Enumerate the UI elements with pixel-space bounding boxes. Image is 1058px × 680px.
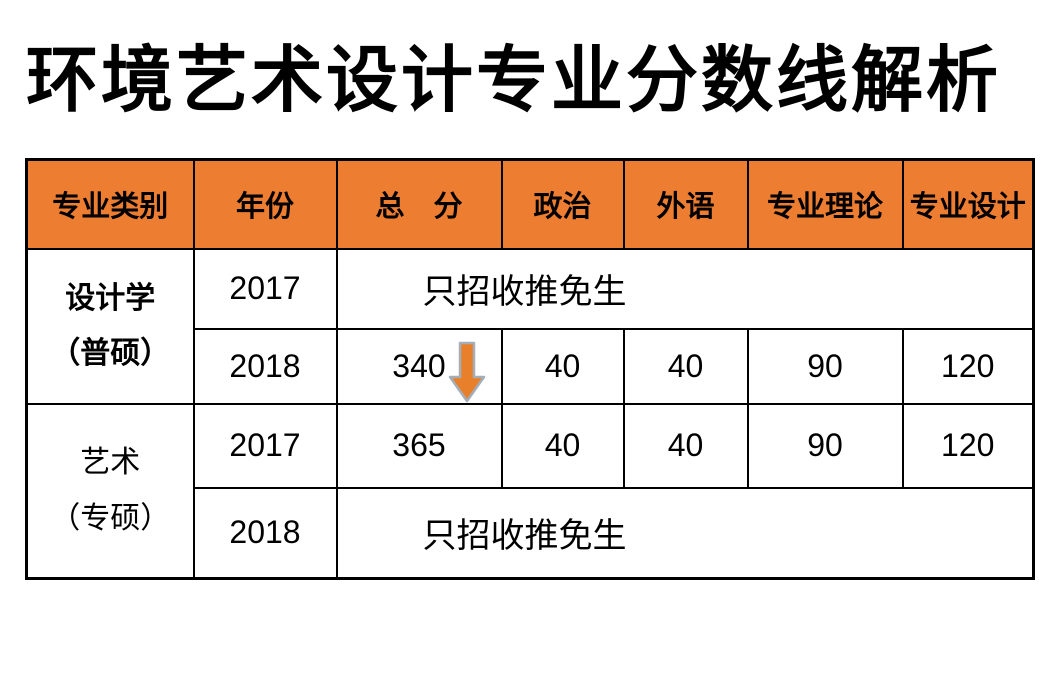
category-label: 设计学 <box>65 281 156 315</box>
page-title: 环境艺术设计专业分数线解析 <box>26 37 1002 122</box>
header-major-theory: 专业理论 <box>746 158 904 250</box>
major-theory-cell: 90 <box>746 402 904 489</box>
total-score-cell: 365 <box>335 402 503 489</box>
major-theory-cell: 90 <box>746 327 904 405</box>
category-label: 艺术 <box>80 446 141 480</box>
note-cell: 只招收推免生 <box>335 486 1035 580</box>
table-row-art-2017: 艺术 （专硕） 2017 365 40 40 90 120 <box>25 402 1035 580</box>
major-design-cell: 120 <box>901 327 1035 405</box>
total-score-value: 340 <box>392 347 446 384</box>
header-politics: 政治 <box>500 158 625 250</box>
header-foreign-language: 外语 <box>622 158 749 250</box>
year-cell: 2017 <box>192 402 338 489</box>
header-row: 专业类别 年份 总 分 政治 外语 专业理论 专业设计 <box>25 158 1035 250</box>
note-cell: 只招收推免生 <box>335 247 1035 330</box>
down-arrow-icon <box>448 341 485 402</box>
header-major-design: 专业设计 <box>901 158 1035 250</box>
year-cell: 2018 <box>192 327 338 405</box>
category-sublabel: （专硕） <box>50 501 171 535</box>
major-design-cell: 120 <box>901 402 1035 489</box>
table-row-design-2018: 2018 340 40 40 90 120 <box>27 327 1035 405</box>
table-row-art-2018: 2018 只招收推免生 <box>27 486 1035 580</box>
header-year: 年份 <box>192 158 338 250</box>
total-score-cell: 340 <box>335 327 503 405</box>
category-art-master: 艺术 （专硕） <box>25 402 195 580</box>
foreign-language-cell: 40 <box>622 402 749 489</box>
foreign-language-cell: 40 <box>622 327 749 405</box>
score-table: 专业类别 年份 总 分 政治 外语 专业理论 专业设计 设计学 （普硕） 201… <box>25 158 1035 580</box>
table-row-design-2017: 设计学 （普硕） 2017 只招收推免生 <box>25 247 1035 405</box>
category-sublabel: （普硕） <box>50 337 171 370</box>
header-total: 总 分 <box>335 158 503 250</box>
politics-cell: 40 <box>500 402 625 489</box>
category-design-master: 设计学 （普硕） <box>25 247 195 405</box>
politics-cell: 40 <box>500 327 625 405</box>
year-cell: 2018 <box>192 486 338 580</box>
header-category: 专业类别 <box>25 158 195 250</box>
year-cell: 2017 <box>192 247 338 330</box>
